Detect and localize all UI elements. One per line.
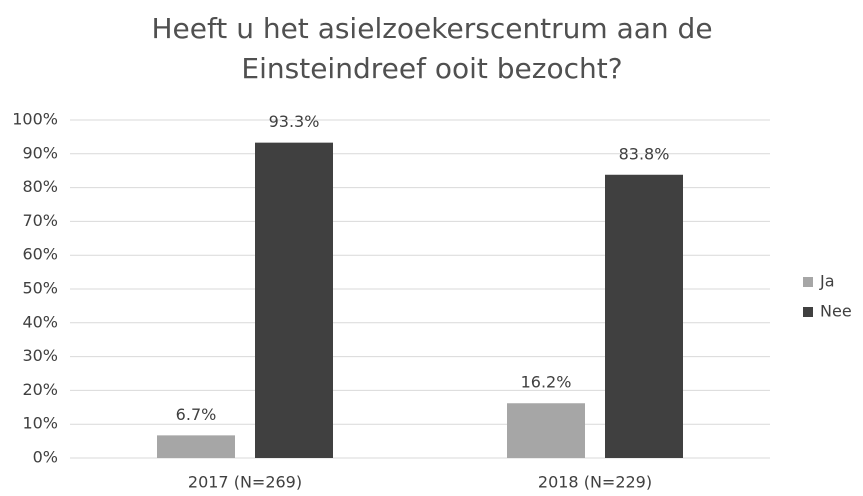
y-tick-label: 40%	[22, 312, 58, 331]
legend-swatch	[803, 307, 813, 317]
bar	[605, 174, 683, 459]
bar	[255, 142, 333, 458]
value-label: 6.7%	[176, 405, 217, 424]
y-tick-label: 90%	[22, 143, 58, 162]
y-tick-label: 60%	[22, 245, 58, 264]
y-tick-label: 80%	[22, 177, 58, 196]
bar	[157, 435, 235, 458]
y-tick-label: 0%	[33, 448, 58, 467]
legend-label: Ja	[819, 272, 835, 291]
y-tick-label: 20%	[22, 380, 58, 399]
x-tick-label: 2018 (N=229)	[538, 473, 652, 492]
chart-title: Heeft u het asielzoekerscentrum aan de	[151, 12, 712, 45]
y-tick-label: 30%	[22, 346, 58, 365]
chart-title: Einsteindreef ooit bezocht?	[241, 52, 622, 85]
value-label: 16.2%	[521, 373, 572, 392]
legend-swatch	[803, 277, 813, 287]
bar	[507, 403, 585, 458]
y-tick-label: 50%	[22, 279, 58, 298]
y-tick-label: 70%	[22, 211, 58, 230]
value-label: 83.8%	[619, 144, 670, 163]
y-tick-label: 100%	[12, 110, 58, 129]
legend-label: Nee	[820, 302, 852, 321]
x-tick-label: 2017 (N=269)	[188, 473, 302, 492]
value-label: 93.3%	[269, 112, 320, 131]
y-tick-label: 10%	[22, 414, 58, 433]
